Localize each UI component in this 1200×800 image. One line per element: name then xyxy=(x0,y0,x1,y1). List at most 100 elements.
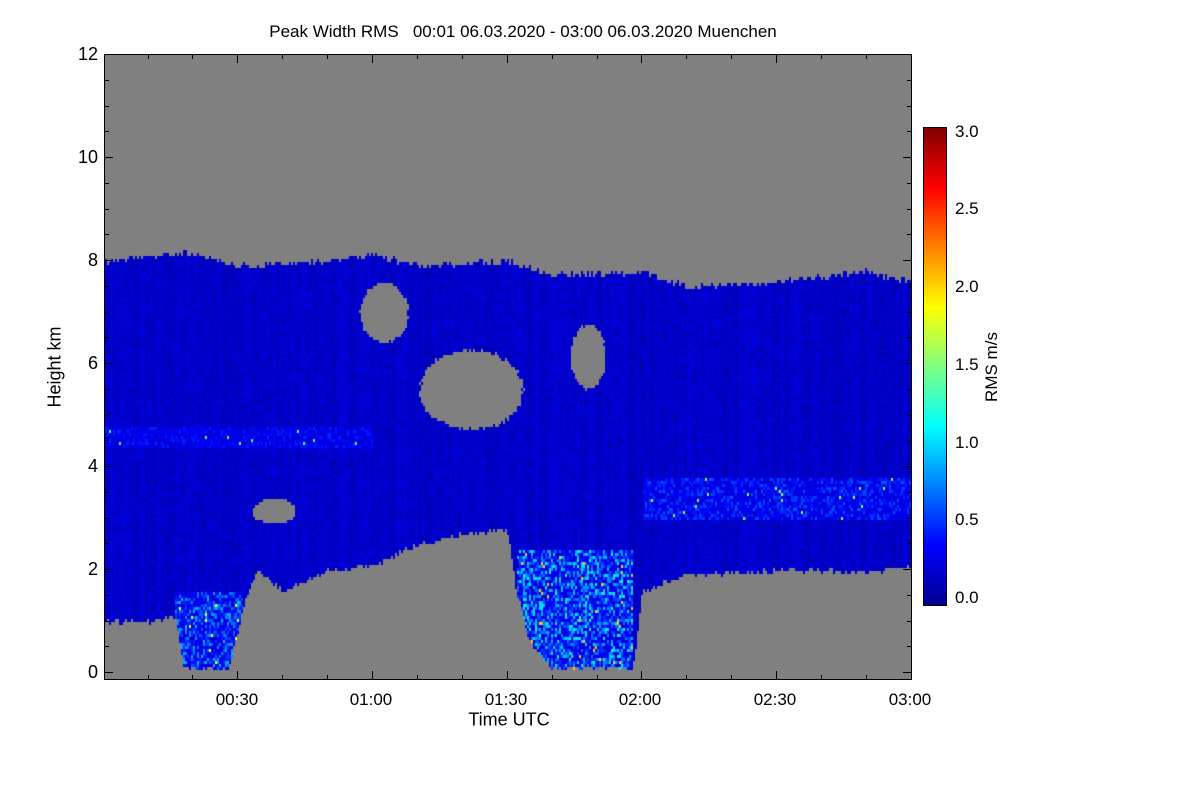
tick-mark xyxy=(192,675,193,680)
tick-mark xyxy=(104,672,113,673)
tick-mark xyxy=(104,363,113,364)
tick-mark xyxy=(417,54,418,59)
tick-mark xyxy=(907,131,912,132)
tick-mark xyxy=(104,183,109,184)
tick-mark xyxy=(507,671,508,680)
tick-mark xyxy=(907,183,912,184)
colorbar xyxy=(923,127,947,606)
tick-mark xyxy=(597,54,598,59)
tick-mark xyxy=(372,671,373,680)
tick-mark xyxy=(907,440,912,441)
y-tick-label: 8 xyxy=(87,250,98,270)
tick-mark xyxy=(903,569,912,570)
x-tick-label: 02:30 xyxy=(753,690,797,709)
tick-mark xyxy=(104,80,109,81)
tick-mark xyxy=(104,492,109,493)
colorbar-tick-label: 3.0 xyxy=(955,122,979,141)
x-tick-label: 01:00 xyxy=(349,690,393,709)
y-tick-label: 6 xyxy=(87,353,98,373)
x-axis-title: Time UTC xyxy=(468,709,550,730)
tick-mark xyxy=(911,54,912,63)
x-tick-label: 02:00 xyxy=(618,690,662,709)
tick-mark xyxy=(731,54,732,59)
chart-title: Peak Width RMS 00:01 06.03.2020 - 03:00 … xyxy=(269,22,777,41)
y-tick-label: 0 xyxy=(87,662,98,682)
tick-mark xyxy=(731,675,732,680)
tick-mark xyxy=(907,234,912,235)
tick-mark xyxy=(821,675,822,680)
tick-mark xyxy=(148,54,149,59)
tick-mark xyxy=(907,106,912,107)
tick-mark xyxy=(903,363,912,364)
tick-mark xyxy=(903,672,912,673)
tick-mark xyxy=(104,131,109,132)
tick-mark xyxy=(907,492,912,493)
tick-mark xyxy=(282,54,283,59)
tick-mark xyxy=(907,595,912,596)
tick-mark xyxy=(104,106,109,107)
colorbar-tick-label: 2.0 xyxy=(955,277,979,296)
tick-mark xyxy=(907,415,912,416)
tick-mark xyxy=(866,675,867,680)
tick-mark xyxy=(866,54,867,59)
y-tick-label: 10 xyxy=(77,147,98,167)
tick-mark xyxy=(821,54,822,59)
tick-mark xyxy=(104,157,113,158)
tick-mark xyxy=(237,671,238,680)
colorbar-tick-label: 0.0 xyxy=(955,588,979,607)
tick-mark xyxy=(903,157,912,158)
tick-mark xyxy=(104,646,109,647)
tick-mark xyxy=(104,415,109,416)
tick-mark xyxy=(597,675,598,680)
tick-mark xyxy=(104,595,109,596)
tick-mark xyxy=(907,518,912,519)
tick-mark xyxy=(903,54,912,55)
colorbar-tick-label: 1.5 xyxy=(955,355,979,374)
tick-mark xyxy=(907,337,912,338)
tick-mark xyxy=(104,286,109,287)
colorbar-tick-label: 2.5 xyxy=(955,199,979,218)
tick-mark xyxy=(104,260,113,261)
y-tick-label: 4 xyxy=(87,456,98,476)
tick-mark xyxy=(104,312,109,313)
tick-mark xyxy=(417,675,418,680)
tick-mark xyxy=(907,209,912,210)
colorbar-tick-label: 1.0 xyxy=(955,433,979,452)
tick-mark xyxy=(907,80,912,81)
tick-mark xyxy=(776,54,777,63)
y-axis-title: Height km xyxy=(44,326,65,408)
tick-mark xyxy=(192,54,193,59)
tick-mark xyxy=(104,234,109,235)
tick-mark xyxy=(907,646,912,647)
x-tick-label: 03:00 xyxy=(888,690,932,709)
y-tick-label: 2 xyxy=(87,559,98,579)
tick-mark xyxy=(686,54,687,59)
tick-mark xyxy=(237,54,238,63)
tick-mark xyxy=(552,54,553,59)
tick-mark xyxy=(776,671,777,680)
tick-mark xyxy=(104,621,109,622)
tick-mark xyxy=(104,337,109,338)
tick-mark xyxy=(104,569,113,570)
tick-mark xyxy=(911,671,912,680)
tick-mark xyxy=(907,543,912,544)
tick-mark xyxy=(148,675,149,680)
tick-mark xyxy=(907,286,912,287)
tick-mark xyxy=(462,675,463,680)
heatmap-plot xyxy=(105,55,911,679)
y-tick-label: 12 xyxy=(77,44,98,64)
tick-mark xyxy=(686,675,687,680)
tick-mark xyxy=(282,675,283,680)
colorbar-title: RMS m/s xyxy=(982,332,1001,402)
tick-mark xyxy=(327,675,328,680)
tick-mark xyxy=(104,466,113,467)
x-tick-label: 01:30 xyxy=(484,690,528,709)
tick-mark xyxy=(552,675,553,680)
colorbar-tick-label: 0.5 xyxy=(955,510,979,529)
tick-mark xyxy=(327,54,328,59)
tick-mark xyxy=(104,518,109,519)
tick-mark xyxy=(907,621,912,622)
x-tick-label: 00:30 xyxy=(215,690,259,709)
tick-mark xyxy=(104,440,109,441)
tick-mark xyxy=(104,209,109,210)
